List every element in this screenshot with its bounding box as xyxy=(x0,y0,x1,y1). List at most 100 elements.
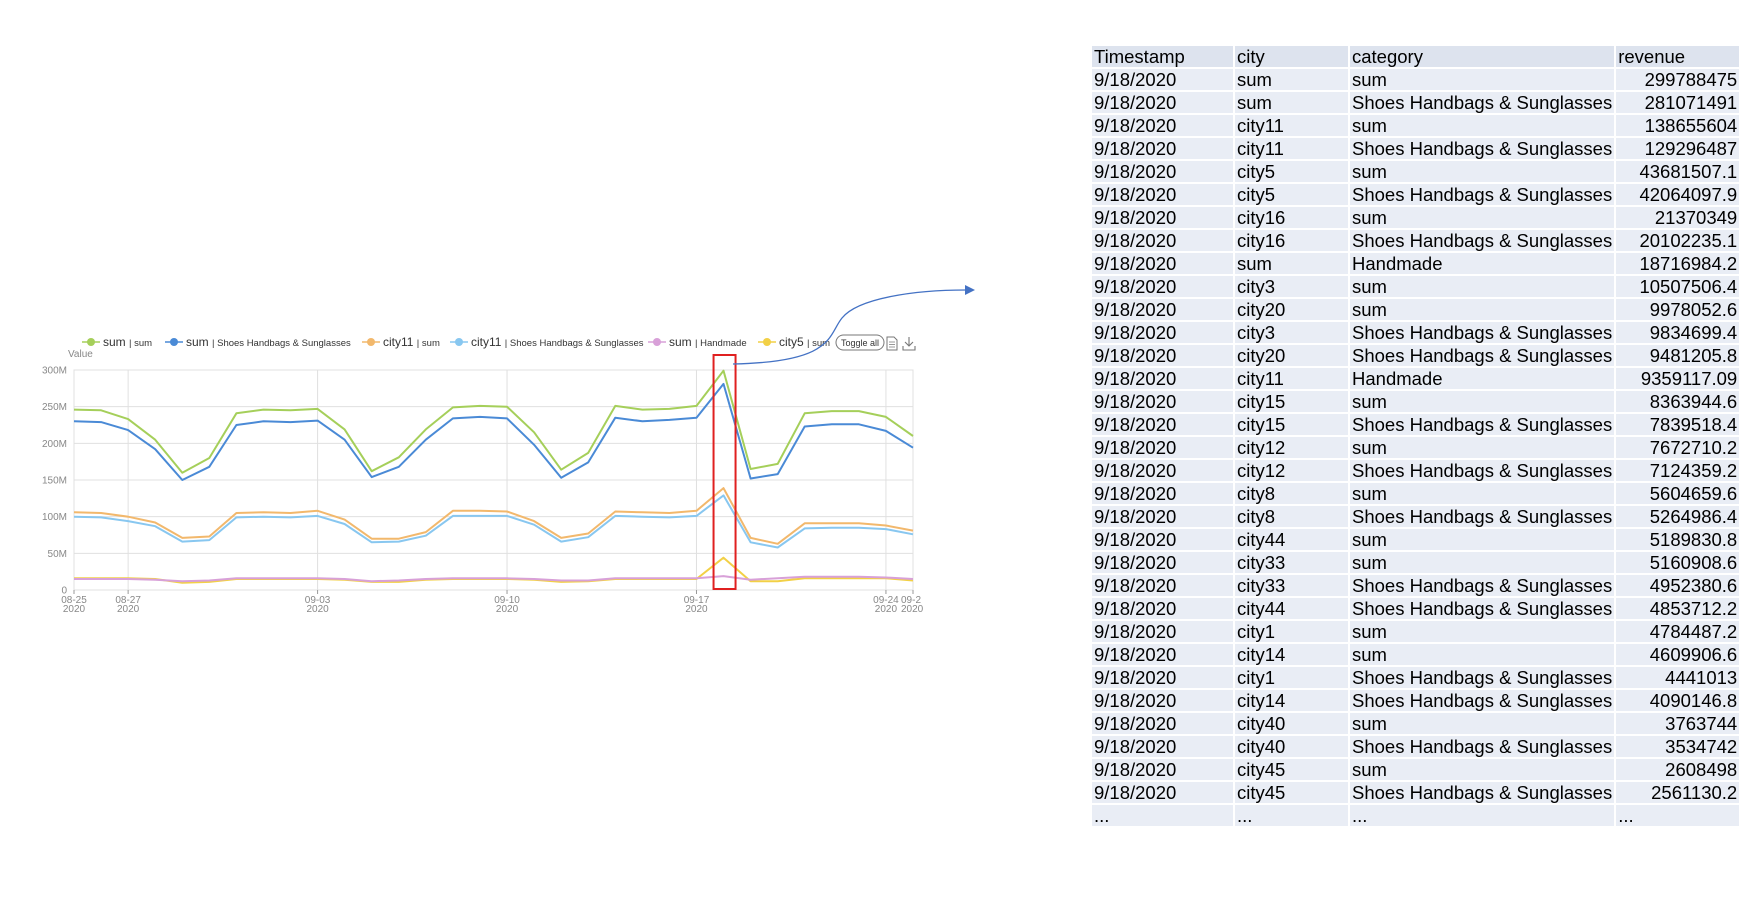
table-row: 9/18/2020 city15 Shoes Handbags & Sunglass… xyxy=(1092,414,1740,435)
y-axis-ticks: 0 50M 100M 150M 200M 250M 300M xyxy=(42,366,67,597)
table-cell: sum xyxy=(1350,437,1615,458)
table-cell: 9/18/2020 xyxy=(1092,552,1233,573)
table-cell: 9978052.6 xyxy=(1616,299,1740,320)
table-row: 9/18/2020 city33 sum 5160908.6 xyxy=(1092,552,1740,573)
table-row: 9/18/2020 city14 Shoes Handbags & Sunglass… xyxy=(1092,690,1740,711)
table-cell: sum xyxy=(1350,115,1615,136)
legend-item[interactable]: sum | Handmade xyxy=(648,335,747,349)
column-header: city xyxy=(1235,46,1348,67)
table-cell: city14 xyxy=(1235,690,1348,711)
table-cell: city1 xyxy=(1235,667,1348,688)
table-cell: city44 xyxy=(1235,529,1348,550)
series-line xyxy=(73,369,914,474)
document-icon-outline xyxy=(886,336,898,351)
table-row: 9/18/2020 city12 Shoes Handbags & Sunglass… xyxy=(1092,460,1740,481)
table-cell: sum xyxy=(1350,276,1615,297)
download-icon-shape xyxy=(902,337,916,351)
table-cell: sum xyxy=(1235,69,1348,90)
chart-legend[interactable]: sum | sum sum | Shoes Handbags & Sunglass… xyxy=(82,334,916,351)
toggle-all-button[interactable]: Toggle all xyxy=(835,334,885,351)
table-cell: 9/18/2020 xyxy=(1092,69,1233,90)
callout-arrow xyxy=(732,289,967,365)
table-cell: sum xyxy=(1350,69,1615,90)
table-cell: city16 xyxy=(1235,230,1348,251)
table-cell: city5 xyxy=(1235,161,1348,182)
table-cell: 5160908.6 xyxy=(1616,552,1740,573)
table-cell: Shoes Handbags & Sunglasses xyxy=(1350,92,1615,113)
table-row: 9/18/2020 city16 sum 21370349 xyxy=(1092,207,1740,228)
table-cell: ... xyxy=(1616,805,1740,826)
table-cell: sum xyxy=(1350,207,1615,228)
table-cell: city8 xyxy=(1235,506,1348,527)
document-icon-lines xyxy=(889,341,895,348)
download-icon[interactable] xyxy=(902,337,916,351)
document-icon[interactable] xyxy=(886,336,898,351)
table-cell: city11 xyxy=(1235,368,1348,389)
x-tick-label: 09-2 xyxy=(901,595,921,606)
table-cell: 4090146.8 xyxy=(1616,690,1740,711)
table-cell: ... xyxy=(1350,805,1615,826)
table-cell: sum xyxy=(1350,529,1615,550)
table-cell: sum xyxy=(1350,621,1615,642)
table-cell: Shoes Handbags & Sunglasses xyxy=(1350,690,1615,711)
table-cell: 9359117.09 xyxy=(1616,368,1740,389)
table-row: 9/18/2020 city8 sum 5604659.6 xyxy=(1092,483,1740,504)
table-cell: city11 xyxy=(1235,138,1348,159)
legend-label: sum | sum xyxy=(103,335,152,349)
table-cell: sum xyxy=(1350,483,1615,504)
table-cell: ... xyxy=(1235,805,1348,826)
table-cell: 9/18/2020 xyxy=(1092,598,1233,619)
table-cell: 9/18/2020 xyxy=(1092,230,1233,251)
x-tick-year: 2020 xyxy=(875,604,898,615)
series-line xyxy=(73,494,914,549)
table-cell: 9/18/2020 xyxy=(1092,414,1233,435)
table-row: 9/18/2020 city11 Shoes Handbags & Sunglass… xyxy=(1092,138,1740,159)
table-cell: Shoes Handbags & Sunglasses xyxy=(1350,598,1615,619)
table-cell: 299788475 xyxy=(1616,69,1740,90)
legend-swatch-dot xyxy=(87,338,95,346)
table-cell: 5604659.6 xyxy=(1616,483,1740,504)
table-row: 9/18/2020 sum sum 299788475 xyxy=(1092,69,1740,90)
table-cell: 9/18/2020 xyxy=(1092,575,1233,596)
legend-item[interactable]: city5 | sum xyxy=(758,335,830,349)
table-row: 9/18/2020 city45 sum 2608498 xyxy=(1092,759,1740,780)
table-cell: 9/18/2020 xyxy=(1092,207,1233,228)
legend-label: city11 | Shoes Handbags & Sunglasses xyxy=(471,335,644,349)
table-cell: 8363944.6 xyxy=(1616,391,1740,412)
table-cell: city40 xyxy=(1235,713,1348,734)
table-cell: city20 xyxy=(1235,299,1348,320)
table-cell: Shoes Handbags & Sunglasses xyxy=(1350,322,1615,343)
x-tick-label: 08-27 xyxy=(115,595,141,606)
table-cell: city15 xyxy=(1235,391,1348,412)
table-cell: city14 xyxy=(1235,644,1348,665)
table-row: 9/18/2020 city33 Shoes Handbags & Sunglass… xyxy=(1092,575,1740,596)
table-cell: 9/18/2020 xyxy=(1092,644,1233,665)
table-cell: 9/18/2020 xyxy=(1092,138,1233,159)
legend-item[interactable]: sum | Shoes Handbags & Sunglasses xyxy=(165,335,351,349)
table-cell: Shoes Handbags & Sunglasses xyxy=(1350,414,1615,435)
table-cell: 18716984.2 xyxy=(1616,253,1740,274)
table-cell: sum xyxy=(1235,92,1348,113)
table-cell: 3534742 xyxy=(1616,736,1740,757)
toggle-all-label: Toggle all xyxy=(841,338,879,348)
table-row: 9/18/2020 city5 sum 43681507.1 xyxy=(1092,161,1740,182)
table-cell: 9481205.8 xyxy=(1616,345,1740,366)
legend-item[interactable]: city11 | Shoes Handbags & Sunglasses xyxy=(450,335,644,349)
x-tick-year: 2020 xyxy=(306,604,329,615)
column-header: category xyxy=(1350,46,1615,67)
table-cell: 5189830.8 xyxy=(1616,529,1740,550)
table-row: ............ xyxy=(1092,805,1740,826)
table-cell: 9/18/2020 xyxy=(1092,621,1233,642)
table-row: 9/18/2020 sum Handmade 18716984.2 xyxy=(1092,253,1740,274)
table-cell: city12 xyxy=(1235,437,1348,458)
y-tick-label: 50M xyxy=(48,549,67,560)
table-row: 9/18/2020 city45 Shoes Handbags & Sunglass… xyxy=(1092,782,1740,803)
table-cell: 3763744 xyxy=(1616,713,1740,734)
legend-swatch-dot xyxy=(455,338,463,346)
legend-item[interactable]: sum | sum xyxy=(82,335,152,349)
table-row: 9/18/2020 city40 sum 3763744 xyxy=(1092,713,1740,734)
table-cell: 9/18/2020 xyxy=(1092,92,1233,113)
table-cell: 138655604 xyxy=(1616,115,1740,136)
legend-item[interactable]: city11 | sum xyxy=(362,335,440,349)
